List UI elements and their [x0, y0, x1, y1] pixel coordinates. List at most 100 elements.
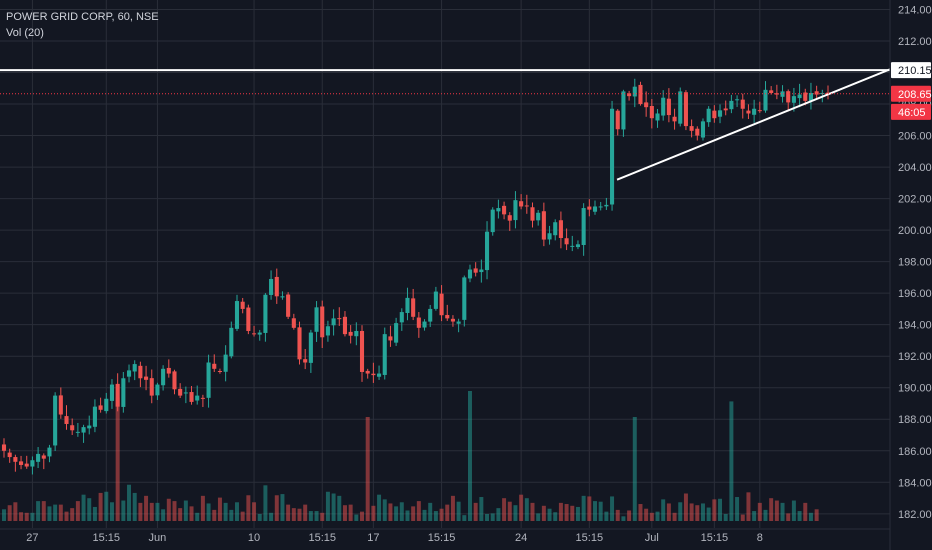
candle-body [780, 91, 785, 97]
price-tick-label: 190.00 [898, 383, 932, 395]
candle-body [803, 92, 808, 101]
volume-bar [212, 509, 217, 521]
volume-bar [479, 497, 484, 521]
volume-bar [388, 503, 393, 521]
volume-indicator-label[interactable]: Vol (20) [6, 27, 44, 39]
candle-body [717, 110, 723, 117]
volume-bar [297, 508, 302, 521]
candle-body [575, 244, 581, 248]
volume-bar [371, 505, 376, 521]
volume-bar [706, 507, 711, 521]
volume-bar [365, 417, 370, 521]
candle-body [64, 416, 69, 424]
candle-body [439, 293, 444, 316]
candle-body [752, 108, 757, 115]
candle-body [92, 406, 97, 427]
volume-bar [382, 499, 387, 521]
candle-body [263, 294, 268, 333]
volume-bar [411, 506, 416, 521]
candle-body [166, 367, 171, 374]
candle-body [234, 301, 240, 329]
candle-body [269, 278, 274, 295]
candle-body [558, 220, 563, 238]
volume-bar [2, 509, 6, 521]
volume-bar [422, 509, 427, 521]
volume-bar [13, 502, 18, 521]
candle-body [308, 332, 313, 363]
candle-body [462, 277, 467, 320]
candle-body [683, 92, 688, 127]
volume-bar [161, 509, 166, 521]
volume-bar [252, 502, 257, 521]
price-tick-label: 192.00 [898, 351, 932, 363]
volume-bar [229, 509, 234, 521]
volume-bar [47, 506, 52, 521]
time-tick-label: Jul [645, 532, 659, 544]
volume-bar [502, 498, 507, 521]
time-tick-label: 17 [367, 532, 379, 544]
volume-bar [348, 504, 353, 521]
candle-body [212, 363, 217, 369]
volume-bar [621, 516, 626, 521]
candle-body [808, 92, 813, 102]
candle-body [280, 296, 285, 298]
volume-bar [553, 512, 558, 521]
candle-body [217, 370, 222, 372]
volume-bar [269, 512, 274, 521]
candle-body [541, 211, 546, 240]
volume-bar [632, 417, 637, 521]
candle-body [428, 308, 433, 322]
price-tick-label: 196.00 [898, 288, 932, 300]
volume-bar [64, 511, 69, 521]
candle-body [320, 306, 325, 338]
volume-bar [519, 494, 524, 521]
volume-bar [507, 501, 512, 521]
candle-body [365, 370, 370, 374]
volume-bar [757, 502, 762, 521]
candle-body [36, 453, 41, 462]
volume-bar [87, 498, 92, 521]
volume-bar [627, 510, 632, 521]
drawings[interactable] [0, 68, 891, 181]
volume-bar [314, 511, 319, 521]
price-tick-label: 204.00 [898, 162, 932, 174]
volume-bar [683, 493, 688, 521]
volume-bar [735, 497, 740, 521]
volume-bar [593, 501, 597, 521]
volume-bar [342, 505, 347, 521]
candle-body [359, 330, 365, 372]
volume-bar [132, 492, 137, 521]
volume-bar [439, 508, 444, 521]
candle-body [723, 108, 728, 111]
volume-bar [672, 512, 677, 521]
volume-bar [803, 502, 808, 521]
candle-body [598, 206, 603, 208]
candle-body [394, 323, 399, 343]
candle-body [223, 354, 228, 372]
volume-bar [587, 496, 592, 521]
candle-body [19, 461, 24, 465]
volume-bar [360, 511, 365, 521]
volume-bar [433, 511, 438, 521]
volume-bar [547, 508, 552, 521]
candle-body [132, 364, 137, 372]
volume-bar [149, 502, 154, 521]
candle-body [604, 204, 609, 207]
candle-body [763, 89, 768, 111]
candle-body [524, 205, 529, 207]
volume-bar [257, 513, 262, 521]
volume-bar [445, 504, 450, 521]
candle-body [632, 86, 637, 97]
candle-body [774, 93, 779, 95]
volume-bar [513, 505, 518, 521]
symbol-title[interactable]: POWER GRID CORP, 60, NSE [6, 11, 159, 23]
candle-body [183, 392, 188, 394]
volume-bar [604, 511, 609, 521]
candle-body [342, 316, 348, 335]
volume-bar [780, 502, 785, 521]
candle-body [502, 205, 507, 215]
time-tick-label: 24 [515, 532, 527, 544]
